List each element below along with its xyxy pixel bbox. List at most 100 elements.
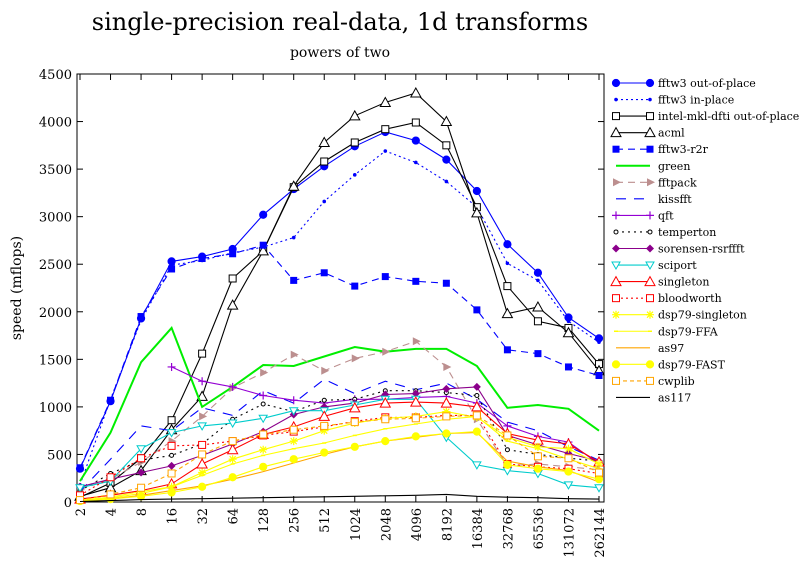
x-tick-label: 128 [257,508,272,533]
y-tick-label: 500 [47,448,72,463]
legend-label: singleton [658,276,709,289]
series-line-0 [79,131,600,469]
data-point [320,269,328,277]
series-line-7 [79,378,600,492]
data-point [136,492,146,501]
legend-marker [647,229,653,235]
y-tick-label: 2500 [39,258,72,273]
data-point [474,392,480,398]
legend-label: cwplib [658,375,695,388]
data-point [291,235,296,240]
x-tick-label: 8 [135,508,150,516]
x-tick-label: 64 [227,508,242,525]
legend-label: dsp79-FFA [658,325,719,338]
data-point [440,115,453,127]
legend-marker [644,126,656,138]
data-point [563,481,574,490]
data-point [259,210,268,219]
data-point [409,396,422,407]
data-point [228,437,237,446]
data-point [228,473,237,482]
data-point [287,180,300,191]
data-point [534,350,542,358]
data-point [260,368,269,377]
plot-frame [76,73,605,503]
data-point [289,396,298,405]
x-tick-label: 2048 [379,508,394,541]
data-point [290,350,299,359]
series-line-17 [79,431,600,502]
data-point [259,430,268,439]
legend-marker [614,97,618,102]
data-point [503,282,512,291]
data-point [107,396,115,404]
chart-title: single-precision real-data, 1d transform… [92,8,588,36]
data-point [229,383,238,392]
data-point [167,488,176,497]
data-point [442,429,451,438]
legend-marker [646,310,654,319]
data-point [228,274,237,283]
y-tick-label: 3000 [39,211,72,226]
data-point [442,407,451,416]
data-point [564,454,573,463]
data-point [505,261,510,266]
data-point [137,483,146,492]
data-point [257,244,270,256]
data-point [166,429,177,438]
data-point [533,268,543,277]
data-point [595,372,603,380]
legend-marker [613,178,621,187]
data-point [76,496,84,505]
data-point [594,484,604,493]
legend-marker [612,211,620,220]
data-point [473,306,481,314]
series-line-6 [79,340,600,491]
x-tick-label: 131072 [562,508,577,558]
legend-label: dsp79-FAST [658,358,726,371]
x-tick-label: 512 [318,508,333,533]
legend-label: fftpack [658,176,697,189]
legend-marker [611,360,621,369]
legend-marker [647,178,655,187]
data-point [594,475,604,484]
legend-label: bloodworth [658,292,722,305]
x-tick-label: 4096 [410,508,425,541]
data-point [199,412,208,421]
data-point [320,448,329,457]
legend-marker [612,376,620,385]
legend: fftw3 out-of-place fftw3 in-place intel-mk… [610,77,799,404]
data-point [198,482,207,491]
data-point [564,444,573,453]
x-tick-label: 262144 [593,508,608,558]
data-point [472,382,481,391]
data-point [136,445,146,454]
x-tick-label: 32768 [501,508,516,549]
data-point [348,401,361,413]
data-point [444,179,449,184]
legend-marker [613,229,619,235]
data-point [472,461,482,470]
data-point [472,427,481,436]
series-line-3 [79,92,600,497]
x-tick-label: 16384 [471,508,486,549]
data-point [414,160,418,165]
data-point [533,452,542,461]
chart-subtitle: powers of two [290,45,390,61]
legend-marker [610,126,622,138]
series-line-5 [79,326,600,482]
data-point [227,419,238,429]
y-tick-label: 1500 [39,353,72,368]
legend-label: fftw3 in-place [658,94,734,107]
data-point [229,250,237,258]
data-point [318,410,331,421]
x-tick-label: 16 [166,508,181,525]
data-point [198,349,207,358]
data-point [503,431,512,440]
data-point [595,459,603,468]
data-point [564,363,572,371]
legend-label: dsp79-singleton [658,309,747,322]
y-tick-label: 2000 [39,306,72,321]
